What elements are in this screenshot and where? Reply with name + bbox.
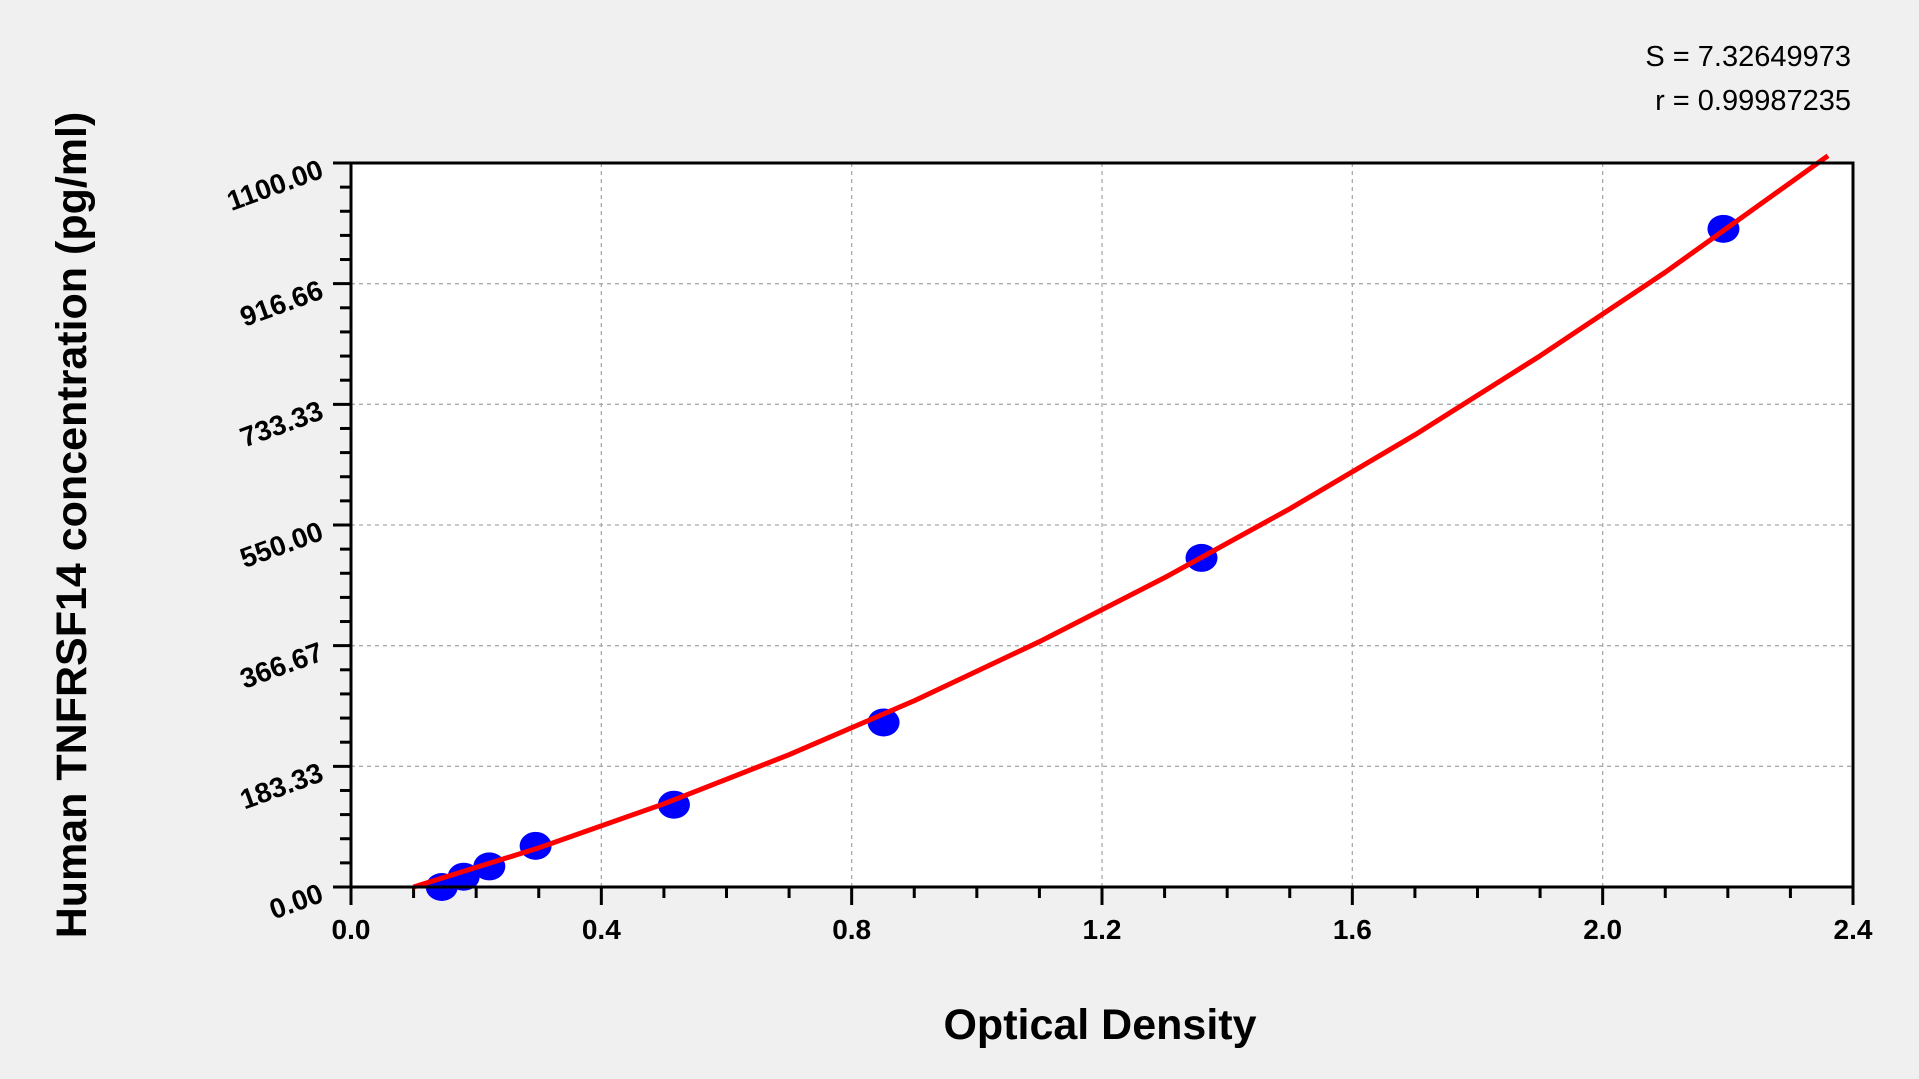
x-tick-label: 2.4 (1834, 914, 1873, 945)
fit-curve (412, 153, 1830, 890)
y-tick-label: 366.67 (236, 636, 327, 694)
x-tick-label: 0.4 (582, 914, 621, 945)
y-tick-label: 1100.00 (223, 154, 327, 217)
x-tick-label: 1.2 (1083, 914, 1122, 945)
annotation-s: S = 7.32649973 (1645, 41, 1851, 73)
x-axis-title: Optical Density (943, 1001, 1256, 1049)
y-tick-label: 550.00 (236, 516, 327, 574)
y-ticks: 0.00 183.33 366.67 550.00 733.33 916.66 1100.0… (223, 154, 351, 926)
y-tick-label: 183.33 (236, 757, 327, 815)
x-tick-label: 0.0 (332, 914, 371, 945)
y-axis-title: Human TNFRSF14 concentration (pg/ml) (48, 112, 96, 939)
minor-ticks (340, 185, 1792, 898)
annotation-r: r = 0.99987235 (1655, 85, 1851, 117)
y-tick-label: 0.00 (265, 878, 327, 926)
gridlines (351, 163, 1853, 887)
x-tick-label: 0.8 (832, 914, 871, 945)
y-tick-label: 733.33 (236, 395, 327, 453)
x-tick-label: 1.6 (1333, 914, 1372, 945)
x-ticks: 0.0 0.4 0.8 1.2 1.6 2.0 2.4 (332, 887, 1873, 945)
x-tick-label: 2.0 (1583, 914, 1622, 945)
y-tick-label: 916.66 (236, 274, 327, 332)
